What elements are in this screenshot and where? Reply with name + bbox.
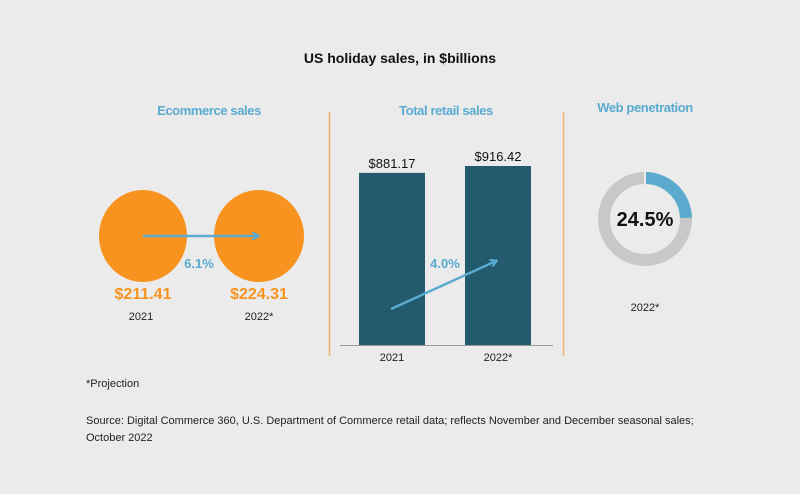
bar-2022 — [465, 166, 531, 345]
ecommerce-panel: Ecommerce sales 6.1% $211.41 $224.31 202… — [99, 103, 304, 323]
year-label-2022: 2022* — [245, 311, 274, 323]
x-tick-2022: 2022* — [484, 352, 513, 364]
web-penetration-panel: Web penetration 24.5% 2022* — [597, 100, 693, 314]
value-label-2021: $211.41 — [115, 286, 172, 303]
donut-center-label: 24.5% — [617, 209, 674, 231]
growth-arrow-icon — [390, 261, 496, 311]
web-penetration-title: Web penetration — [597, 100, 693, 115]
donut-year-label: 2022* — [631, 302, 660, 314]
bar-value-label-2022: $916.42 — [475, 149, 522, 164]
ecommerce-growth-label: 6.1% — [184, 256, 214, 271]
year-label-2021: 2021 — [129, 311, 153, 323]
value-label-2022: $224.31 — [230, 286, 288, 303]
source-line-1: Source: Digital Commerce 360, U.S. Depar… — [86, 415, 694, 427]
x-tick-2021: 2021 — [380, 352, 404, 364]
chart-title: US holiday sales, in $billions — [304, 50, 496, 66]
retail-growth-label: 4.0% — [430, 256, 460, 271]
footnote: *Projection — [86, 378, 139, 390]
retail-panel: Total retail sales $881.17 $916.42 4.0% … — [340, 103, 553, 364]
bar-value-label-2021: $881.17 — [369, 156, 416, 171]
bar-2021 — [359, 172, 425, 345]
ecommerce-title: Ecommerce sales — [157, 103, 261, 118]
retail-title: Total retail sales — [399, 103, 493, 118]
source-line-2: October 2022 — [86, 432, 153, 444]
